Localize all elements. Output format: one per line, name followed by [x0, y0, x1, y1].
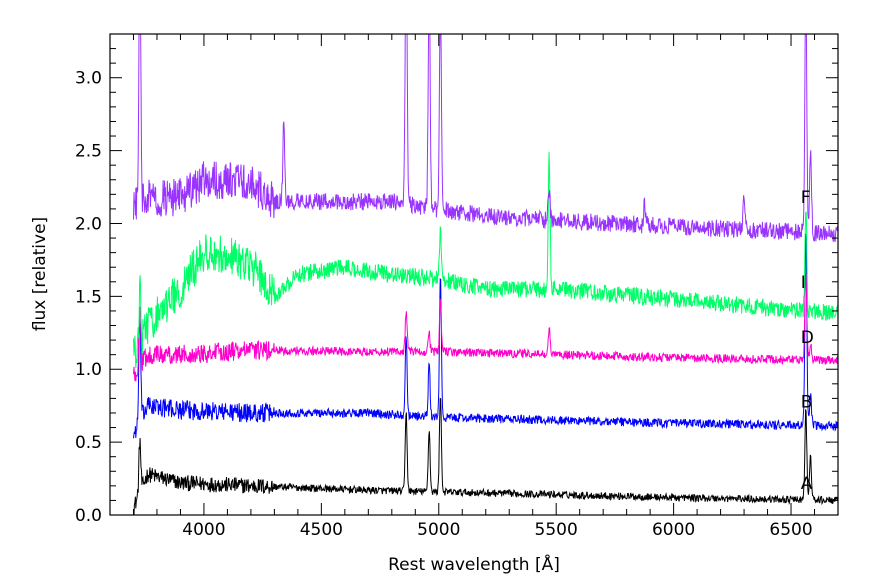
- series-label-I: I: [801, 273, 806, 293]
- y-tick-label: 3.0: [75, 69, 102, 89]
- y-tick-label: 0.5: [75, 433, 102, 453]
- x-axis-label: Rest wavelength [Å]: [388, 553, 560, 575]
- plot-frame: [109, 33, 839, 516]
- series-line-I: [133, 152, 838, 369]
- x-tick-label: 6000: [652, 520, 695, 540]
- series-layer: [133, 34, 838, 515]
- y-tick-label: 2.0: [75, 214, 102, 234]
- series-line-A: [133, 397, 838, 515]
- series-line-F: [133, 34, 838, 243]
- x-tick-label: 6500: [769, 520, 812, 540]
- y-tick-label: 2.5: [75, 142, 102, 162]
- series-label-D: D: [801, 328, 814, 348]
- y-tick-label: 1.5: [75, 287, 102, 307]
- series-label-layer: A B D I F: [801, 188, 814, 494]
- y-tick-label: 1.0: [75, 360, 102, 380]
- x-tick-label: 4000: [182, 520, 225, 540]
- x-tick-label: 5500: [535, 520, 578, 540]
- series-label-F: F: [801, 188, 811, 208]
- series-label-B: B: [801, 392, 813, 412]
- tick-layer: 4000 4500 5000 5500 6000 6500 0.0 0.5 1.0 1.5 2.0 2…: [75, 34, 839, 540]
- y-axis-label: flux [relative]: [30, 217, 50, 331]
- series-line-D: [133, 274, 838, 382]
- y-tick-label: 0.0: [75, 506, 102, 526]
- series-line-B: [133, 233, 838, 439]
- series-label-A: A: [801, 474, 813, 494]
- x-tick-label: 5000: [417, 520, 460, 540]
- x-tick-label: 4500: [300, 520, 343, 540]
